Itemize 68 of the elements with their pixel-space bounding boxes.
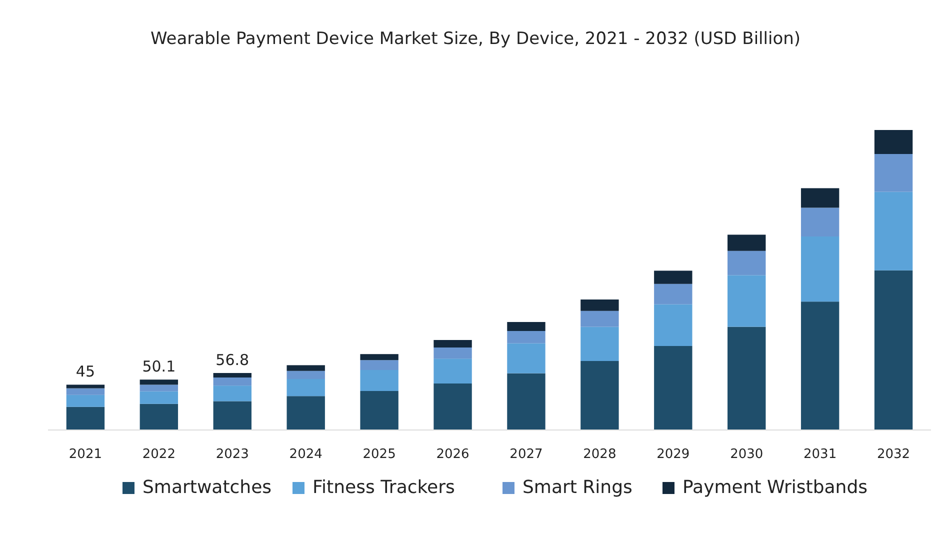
bar [286,370,325,379]
bar [580,300,619,311]
x-tick-label: 2027 [510,447,543,462]
bar [800,302,840,430]
bar [434,384,472,430]
bar [360,391,398,430]
bar [213,386,252,402]
bar [580,361,619,430]
legend-label: Payment Wristbands [682,477,868,498]
bar [360,370,398,391]
x-tick-label: 2029 [656,447,690,462]
bar [66,388,105,395]
bar [874,192,913,270]
bar [507,331,546,344]
bar [434,348,472,359]
x-tick-label: 2024 [289,447,322,462]
x-tick-label: 2021 [68,447,102,462]
bar [728,275,766,327]
x-tick-label: 2028 [583,447,616,462]
bar [360,360,398,370]
legend-label: Fitness Trackers [312,477,455,498]
bar [140,380,178,385]
x-tick-label: 2032 [876,447,910,462]
legend-label: Smartwatches [142,477,272,498]
bar [140,384,178,392]
bar [654,270,692,284]
bar [66,384,105,388]
bar [580,310,619,327]
bar [654,346,692,430]
chart-title: Wearable Payment Device Market Size, By Device, 2021 - 2032 (USD Billion) [150,29,801,49]
x-tick-label: 2022 [142,447,176,462]
bar [434,358,472,384]
bar [874,270,913,430]
x-tick-label: 2023 [216,447,249,462]
bar [434,340,472,348]
annotation: 56.8 [216,351,250,369]
legend-label: Smart Rings [522,477,632,498]
bar [213,373,252,378]
bar [140,404,178,430]
bar [654,304,692,346]
bar [728,326,766,430]
bar [507,322,546,331]
bar [360,354,398,360]
bar [66,394,105,407]
x-tick-label: 2025 [362,447,396,462]
x-tick-label: 2026 [436,447,470,462]
bar [507,373,546,430]
bar [213,378,252,386]
annotation: 50.1 [142,358,176,376]
annotation: 45 [76,362,96,381]
bar [800,236,840,302]
bar [800,188,840,208]
bar [800,208,840,236]
bar [140,391,178,404]
x-tick-label: 2031 [804,447,837,462]
bar [728,234,766,251]
bar [286,379,325,396]
bar [874,154,913,192]
bar [213,401,252,430]
bar [874,130,913,154]
bar [654,284,692,304]
x-tick-label: 2030 [730,447,764,462]
bar [728,250,766,276]
bar [507,343,546,374]
bar [286,396,325,430]
bar [66,406,105,430]
bar [580,326,619,361]
bar [286,365,325,371]
